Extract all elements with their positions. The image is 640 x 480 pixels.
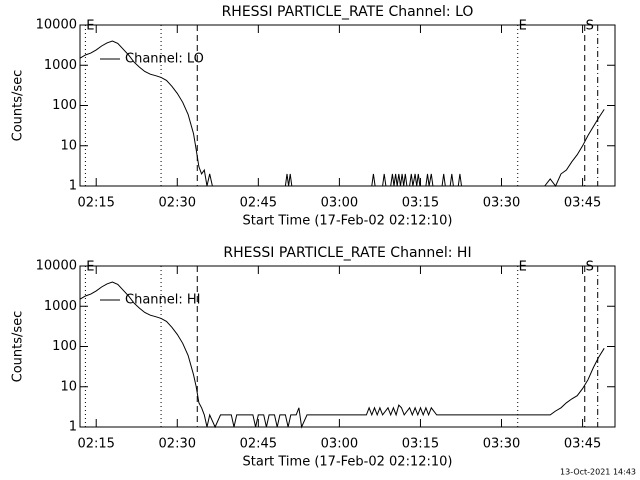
x-tick-label: 02:45 xyxy=(240,437,277,452)
x-tick-label: 03:30 xyxy=(483,196,520,211)
marker-label: S xyxy=(586,19,594,34)
y-tick-label: 1 xyxy=(69,420,77,435)
legend-label: Channel: LO xyxy=(125,52,204,67)
x-tick-label: 03:15 xyxy=(402,196,439,211)
y-tick-label: 1 xyxy=(69,179,77,194)
marker-label: S xyxy=(586,260,594,275)
x-tick-label: 03:00 xyxy=(321,437,358,452)
x-tick-label: 02:30 xyxy=(159,196,196,211)
marker-label: E xyxy=(86,260,94,275)
x-tick-label: 02:15 xyxy=(77,196,114,211)
x-tick-label: 02:45 xyxy=(240,196,277,211)
y-axis-label: Counts/sec xyxy=(11,70,26,142)
y-axis-label: Counts/sec xyxy=(11,311,26,383)
y-tick-label: 1000 xyxy=(44,58,77,73)
x-tick-label: 03:45 xyxy=(564,437,601,452)
y-tick-label: 10000 xyxy=(36,259,77,274)
data-line xyxy=(79,40,605,187)
plot-frame xyxy=(79,265,616,428)
x-tick-label: 03:00 xyxy=(321,196,358,211)
plot-frame xyxy=(79,24,616,187)
chart-title: RHESSI PARTICLE_RATE Channel: LO xyxy=(222,4,474,20)
x-tick-label: 03:15 xyxy=(402,437,439,452)
legend-label: Channel: HI xyxy=(125,293,201,308)
marker-label: E xyxy=(519,19,527,34)
x-tick-label: 02:15 xyxy=(77,437,114,452)
x-tick-label: 02:30 xyxy=(159,437,196,452)
marker-label: E xyxy=(519,260,527,275)
y-tick-label: 1000 xyxy=(44,299,77,314)
chart-title: RHESSI PARTICLE_RATE Channel: HI xyxy=(223,245,471,261)
data-line xyxy=(79,281,605,429)
marker-label: E xyxy=(86,19,94,34)
timestamp: 13-Oct-2021 14:43 xyxy=(560,468,636,477)
x-axis-label: Start Time (17-Feb-02 02:12:10) xyxy=(243,214,453,229)
x-axis-label: Start Time (17-Feb-02 02:12:10) xyxy=(243,455,453,470)
y-tick-label: 10000 xyxy=(36,18,77,33)
x-tick-label: 03:45 xyxy=(564,196,601,211)
y-tick-label: 100 xyxy=(52,98,77,113)
y-tick-label: 10 xyxy=(60,138,77,153)
y-tick-label: 10 xyxy=(60,379,77,394)
x-tick-label: 03:30 xyxy=(483,437,520,452)
y-tick-label: 100 xyxy=(52,339,77,354)
